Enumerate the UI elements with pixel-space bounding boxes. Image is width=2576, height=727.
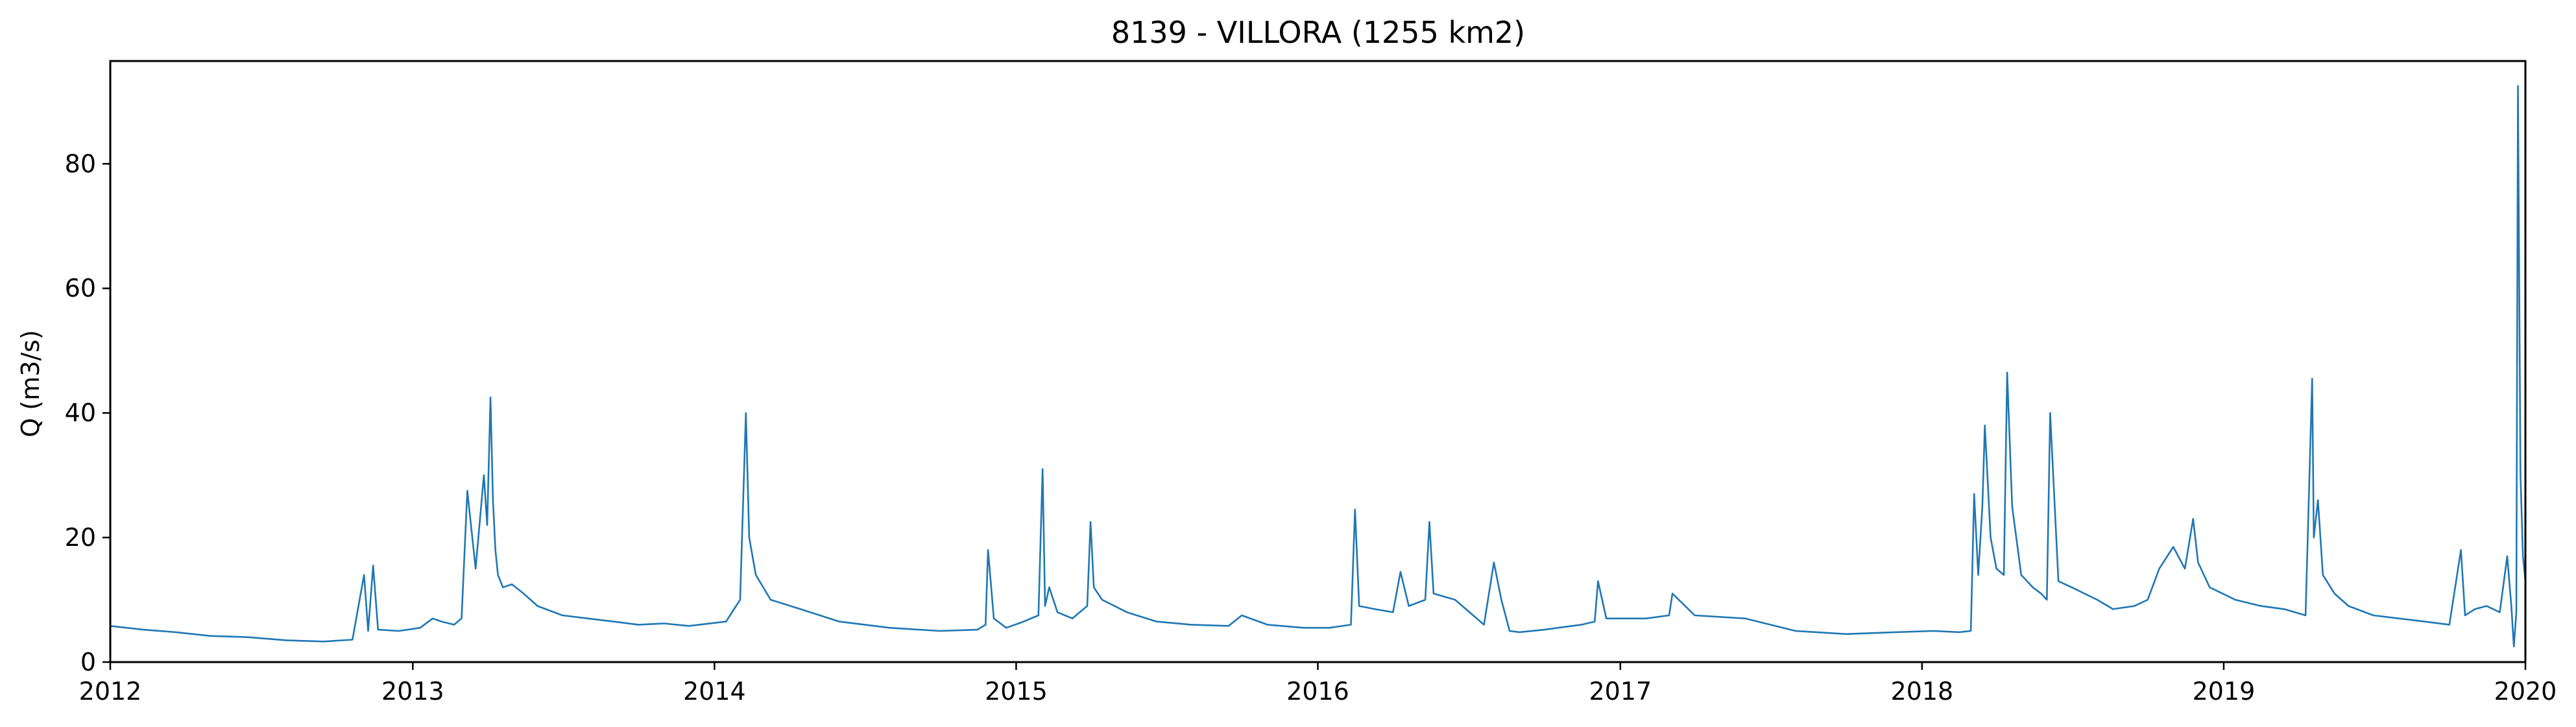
- x-tick-label: 2018: [1891, 677, 1954, 706]
- x-tick-label: 2015: [985, 677, 1048, 706]
- y-tick-label: 80: [65, 149, 96, 178]
- plot-frame: [109, 60, 2527, 663]
- y-tick-label: 0: [80, 648, 96, 676]
- x-tick-label: 2020: [2494, 677, 2557, 706]
- x-tick-label: 2017: [1589, 677, 1652, 706]
- x-tick-label: 2016: [1286, 677, 1349, 706]
- chart-title: 8139 - VILLORA (1255 km2): [1111, 15, 1525, 50]
- series-line-0: [109, 85, 2527, 648]
- x-tick-label: 2012: [79, 677, 142, 706]
- series-layer: [109, 85, 2527, 648]
- x-axis: 2012 2013 2014 2015 2016 2017 2018 2019 2020: [79, 662, 2557, 706]
- x-tick-label: 2013: [381, 677, 444, 706]
- y-tick-label: 20: [65, 523, 96, 552]
- y-axis: 0 20 40 60 80: [65, 149, 110, 676]
- x-tick-label: 2019: [2193, 677, 2256, 706]
- x-tick-label: 2014: [683, 677, 746, 706]
- y-axis-label: Q (m3/s): [16, 330, 45, 437]
- y-tick-label: 40: [65, 399, 96, 427]
- y-tick-label: 60: [65, 274, 96, 302]
